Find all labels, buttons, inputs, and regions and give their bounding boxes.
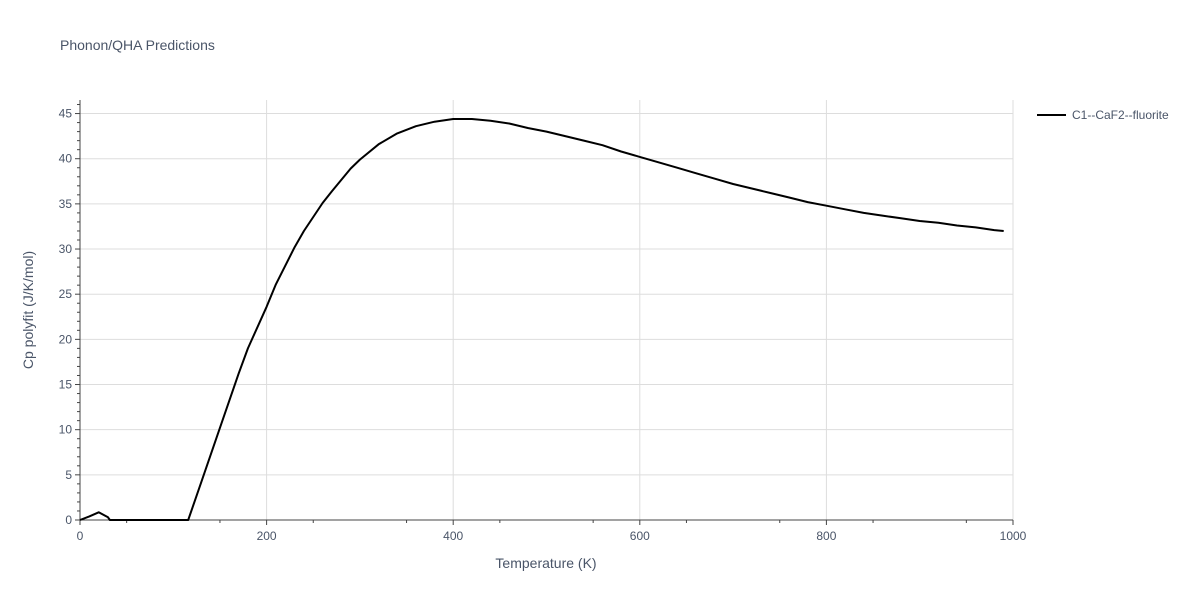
x-tick-label: 800: [816, 529, 836, 543]
chart-title: Phonon/QHA Predictions: [60, 37, 215, 53]
x-tick-label: 600: [630, 529, 650, 543]
legend-label: C1--CaF2--fluorite: [1072, 108, 1169, 122]
y-tick-label: 35: [59, 197, 73, 211]
y-tick-label: 15: [59, 378, 73, 392]
x-axis-title: Temperature (K): [495, 555, 596, 571]
x-tick-label: 200: [257, 529, 277, 543]
series-layer: [79, 118, 1004, 521]
y-tick-label: 20: [59, 332, 73, 346]
grid-layer: [80, 100, 1014, 520]
x-tick-label: 0: [77, 529, 84, 543]
series-line-c1-caf2-fluorite: [79, 118, 1004, 521]
y-tick-label: 5: [65, 468, 72, 482]
y-tick-label: 0: [65, 513, 72, 527]
y-tick-label: 45: [59, 107, 73, 121]
x-tick-label: 1000: [1000, 529, 1027, 543]
axes-layer: 0 200 400 600 800 1000 0 5 10 15 20 25 30 35 40 45: [59, 100, 1027, 543]
y-tick-label: 10: [59, 423, 73, 437]
y-tick-label: 30: [59, 242, 73, 256]
x-tick-label: 400: [443, 529, 463, 543]
legend[interactable]: C1--CaF2--fluorite: [1037, 108, 1169, 122]
y-axis-title: Cp polyfit (J/K/mol): [20, 251, 36, 369]
y-tick-label: 25: [59, 287, 73, 301]
y-tick-label: 40: [59, 152, 73, 166]
